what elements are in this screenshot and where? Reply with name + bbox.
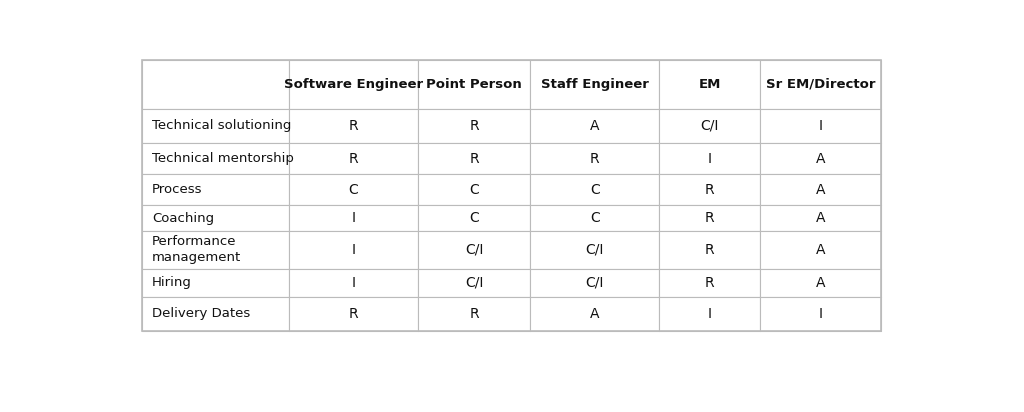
Text: Hiring: Hiring (152, 276, 191, 289)
Bar (658, 205, 761, 231)
Text: Point Person: Point Person (426, 78, 522, 91)
Text: Staff Engineer: Staff Engineer (541, 78, 648, 91)
Text: I: I (708, 307, 712, 321)
Text: Process: Process (152, 183, 203, 196)
Text: EM: EM (698, 78, 721, 91)
Bar (142, 60, 881, 331)
Bar (289, 231, 418, 269)
Bar (761, 231, 881, 269)
Text: R: R (469, 307, 479, 321)
Text: C: C (590, 211, 599, 225)
Text: Sr EM/Director: Sr EM/Director (766, 78, 876, 91)
Text: R: R (469, 152, 479, 166)
Bar (418, 269, 530, 297)
Text: Technical mentorship: Technical mentorship (152, 152, 294, 165)
Text: C/I: C/I (586, 243, 604, 257)
Text: Performance
management: Performance management (152, 235, 241, 265)
Text: C/I: C/I (465, 243, 483, 257)
Bar (658, 143, 761, 174)
Text: R: R (590, 152, 599, 166)
Bar (142, 143, 289, 174)
Bar (530, 269, 658, 297)
Text: R: R (705, 276, 715, 290)
Bar (289, 269, 418, 297)
Bar (658, 269, 761, 297)
Text: R: R (705, 211, 715, 225)
Bar (658, 174, 761, 205)
Text: A: A (816, 152, 825, 166)
Text: R: R (705, 243, 715, 257)
Text: C: C (348, 183, 358, 197)
Bar (142, 231, 289, 269)
Bar (142, 205, 289, 231)
Bar (761, 269, 881, 297)
Text: C/I: C/I (586, 276, 604, 290)
Text: R: R (705, 183, 715, 197)
Bar (530, 143, 658, 174)
Text: A: A (816, 243, 825, 257)
Bar (530, 109, 658, 143)
Text: A: A (590, 307, 599, 321)
Bar (761, 174, 881, 205)
Bar (761, 60, 881, 109)
Text: I: I (819, 307, 823, 321)
Bar (530, 231, 658, 269)
Bar (418, 109, 530, 143)
Bar (289, 60, 418, 109)
Bar (418, 143, 530, 174)
Bar (761, 109, 881, 143)
Text: R: R (348, 119, 358, 133)
Text: Delivery Dates: Delivery Dates (152, 307, 250, 320)
Bar (289, 297, 418, 331)
Bar (418, 174, 530, 205)
Bar (289, 143, 418, 174)
Text: Technical solutioning: Technical solutioning (152, 119, 291, 132)
Bar (530, 297, 658, 331)
Bar (418, 205, 530, 231)
Bar (761, 143, 881, 174)
Text: A: A (816, 276, 825, 290)
Bar (658, 231, 761, 269)
Text: C/I: C/I (465, 276, 483, 290)
Text: I: I (819, 119, 823, 133)
Text: Software Engineer: Software Engineer (284, 78, 423, 91)
Text: A: A (816, 183, 825, 197)
Text: A: A (816, 211, 825, 225)
Text: I: I (351, 243, 355, 257)
Bar (142, 297, 289, 331)
Bar (658, 297, 761, 331)
Bar (530, 60, 658, 109)
Text: A: A (590, 119, 599, 133)
Bar (761, 205, 881, 231)
Bar (530, 205, 658, 231)
Text: I: I (351, 276, 355, 290)
Bar (289, 205, 418, 231)
Bar (142, 109, 289, 143)
Text: R: R (469, 119, 479, 133)
Text: C: C (469, 211, 479, 225)
Bar (658, 109, 761, 143)
Bar (142, 269, 289, 297)
Text: C: C (469, 183, 479, 197)
Bar (289, 109, 418, 143)
Text: C/I: C/I (700, 119, 719, 133)
Bar (142, 174, 289, 205)
Text: I: I (708, 152, 712, 166)
Bar (418, 60, 530, 109)
Bar (142, 60, 289, 109)
Bar (289, 174, 418, 205)
Bar (658, 60, 761, 109)
Bar (418, 297, 530, 331)
Text: R: R (348, 152, 358, 166)
Text: R: R (348, 307, 358, 321)
Text: I: I (351, 211, 355, 225)
Bar (530, 174, 658, 205)
Text: Coaching: Coaching (152, 212, 214, 225)
Bar (418, 231, 530, 269)
Text: C: C (590, 183, 599, 197)
Bar (761, 297, 881, 331)
